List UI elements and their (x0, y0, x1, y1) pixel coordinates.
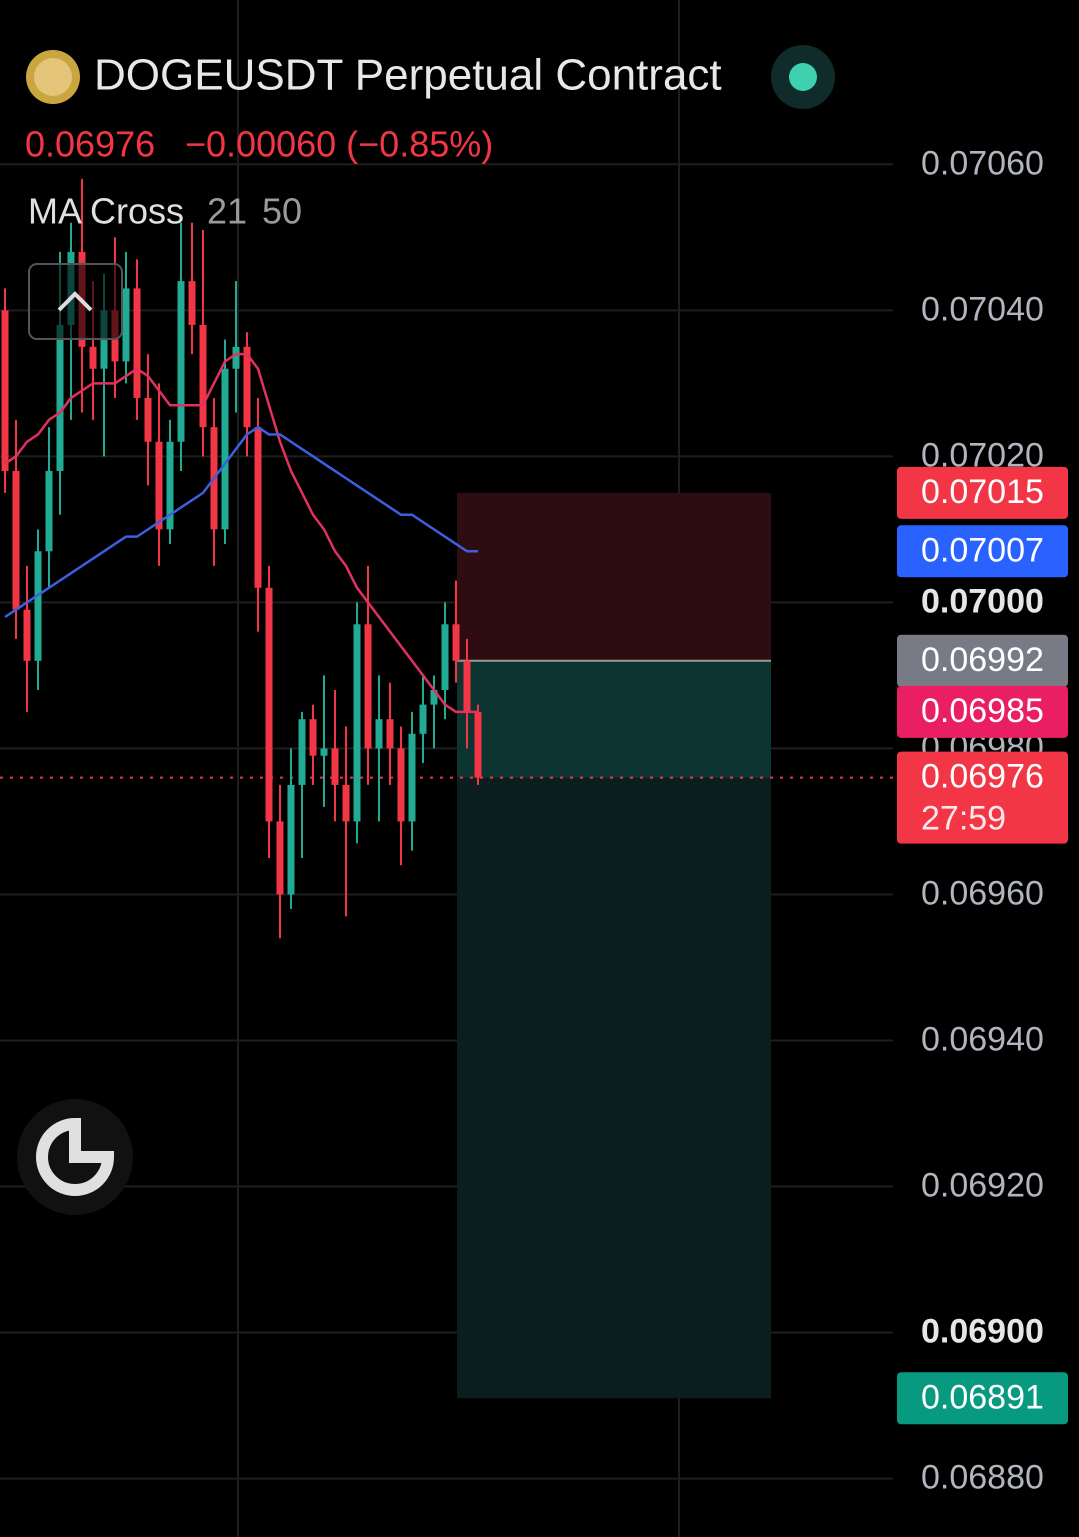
candle-body (155, 441, 163, 530)
countdown: 27:59 (921, 800, 1006, 838)
candle-body (56, 324, 64, 471)
candle-body (353, 624, 361, 822)
price-change: −0.00060 (−0.85%) (185, 124, 493, 165)
price-tag-label: 0.07015 (921, 473, 1044, 511)
candle-body (122, 288, 130, 362)
status-dot (789, 63, 817, 91)
candle-body (287, 784, 295, 895)
candle-body (452, 624, 460, 661)
candle-body (463, 660, 471, 712)
candle-body (298, 719, 306, 785)
price-tag-label: 0.06976 (921, 758, 1044, 796)
candle-body (34, 551, 42, 661)
candle-body (419, 704, 427, 734)
candle-body (232, 346, 240, 369)
candle-body (364, 624, 372, 749)
y-tick-label: 0.06920 (921, 1167, 1044, 1205)
y-tick-label: 0.06900 (921, 1313, 1044, 1351)
floating-button[interactable] (17, 1099, 133, 1215)
floating-button-icon (36, 1117, 115, 1196)
candle-body (276, 821, 284, 895)
candle-body (375, 719, 383, 749)
candle-body (309, 719, 317, 756)
candle-body (265, 587, 273, 822)
candle-body (133, 288, 141, 398)
price-tag-label: 0.07007 (921, 531, 1044, 569)
candle-body (342, 784, 350, 822)
y-tick-label: 0.07000 (921, 582, 1044, 620)
candle-body (144, 397, 152, 442)
candle-body (188, 281, 196, 325)
last-price: 0.06976 (25, 124, 155, 165)
candle-body (320, 748, 328, 756)
chevron-up (57, 291, 93, 312)
stop-zone (457, 492, 771, 661)
candle-body (331, 748, 339, 785)
candle-body (199, 324, 207, 428)
price-tag (897, 751, 1068, 844)
indicator-name: MA Cross (28, 191, 184, 232)
target-zone (457, 660, 771, 1399)
candle-body (408, 733, 416, 822)
price-tag-label: 0.06985 (921, 692, 1044, 730)
price-tag (897, 525, 1068, 578)
candle-body (441, 624, 449, 691)
price-tag (897, 1372, 1068, 1425)
tag-layer: 0.07015 0.07007 0.06992 0.06985 0.06976 27:59… (897, 466, 1068, 1425)
candle-body (221, 368, 229, 530)
candle-body (397, 748, 405, 822)
y-tick-label: 0.06960 (921, 874, 1044, 912)
candle-body (12, 470, 20, 610)
y-tick-label: 0.07060 (921, 144, 1044, 182)
candle-body (89, 346, 97, 369)
y-tick-label: 0.07040 (921, 290, 1044, 328)
profit-zone (457, 660, 771, 778)
price-tag (897, 466, 1068, 519)
candle-body (243, 346, 251, 428)
candle-body (474, 711, 482, 778)
symbol-title: DOGEUSDT Perpetual Contract (94, 51, 722, 100)
indicator-param: 21 (207, 191, 247, 232)
header: DOGEUSDT Perpetual Contract 0.06976 −0.0… (25, 45, 835, 232)
candle-body (45, 470, 53, 552)
collapse-button[interactable] (28, 263, 123, 340)
price-tag-label: 0.06891 (921, 1378, 1044, 1416)
candle-body (23, 609, 31, 661)
candle-body (177, 281, 185, 442)
price-tag-label: 0.06992 (921, 641, 1044, 679)
candle-body (430, 690, 438, 705)
ma-line (4, 425, 478, 619)
candle-body (166, 441, 174, 530)
y-tick-label: 0.06880 (921, 1459, 1044, 1497)
position-layer (0, 492, 893, 1399)
ma-layer (4, 352, 478, 714)
candle-body (1, 310, 9, 471)
indicator-param: 50 (262, 191, 302, 232)
price-tag (897, 634, 1068, 687)
candle-body (254, 427, 262, 588)
coin-icon-inner (34, 58, 72, 96)
collapse-button-frame[interactable] (28, 263, 123, 340)
y-tick-label: 0.06940 (921, 1020, 1044, 1058)
candle-body (386, 719, 394, 749)
price-tag (897, 685, 1068, 738)
ma-line (4, 352, 478, 714)
